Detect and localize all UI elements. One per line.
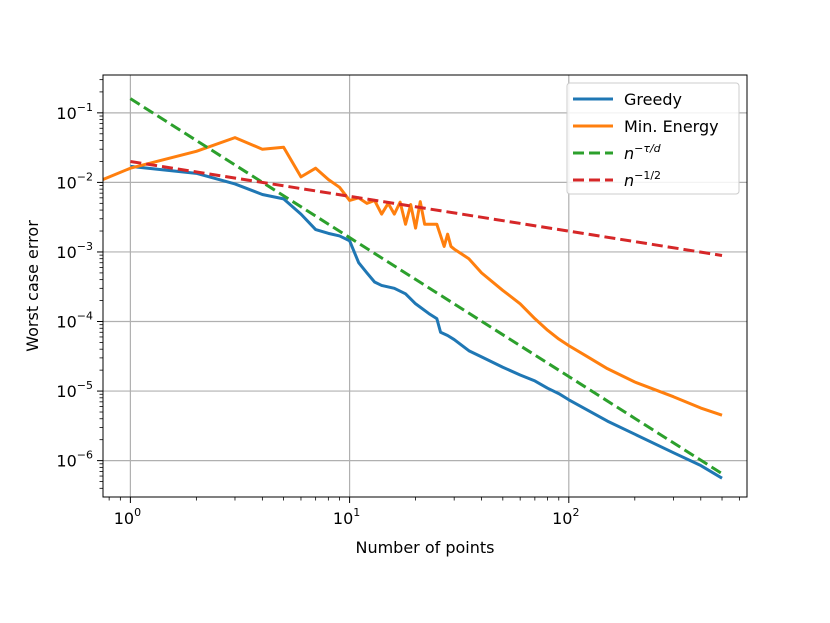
series-line-min-energy [103,136,723,417]
series-line-n-1-2 [130,159,723,257]
series-group [103,97,723,480]
x-axis-label: Number of points [355,538,494,557]
x-tick-label: 100 [114,506,141,528]
plot-frame [102,74,748,498]
y-tick-label: 10−4 [56,310,93,332]
legend-label-min-energy: Min. Energy [624,117,719,136]
y-tick-label: 10−3 [56,240,93,262]
legend-label-half-rate: n−1/2 [624,169,661,190]
y-tick-label: 10−5 [56,379,93,401]
y-tick-label: 10−2 [56,170,93,192]
axis-ticks: 100 101 102 10−1 10−2 10−3 10−4 10−5 10−6 [56,79,740,528]
y-tick-label: 10−1 [56,101,93,123]
legend-label-tau-rate: n−τ/d [624,142,662,163]
legend-label-greedy: Greedy [624,90,682,109]
y-axis-label: Worst case error [23,220,42,352]
y-tick-label: 10−6 [56,449,93,471]
series-line-greedy [130,164,723,480]
series-line-n-d [129,97,723,475]
x-tick-label: 101 [333,506,360,528]
legend-box [566,82,740,195]
legend: Greedy Min. Energy n−τ/d n−1/2 [566,82,740,195]
x-tick-label: 102 [552,506,579,528]
